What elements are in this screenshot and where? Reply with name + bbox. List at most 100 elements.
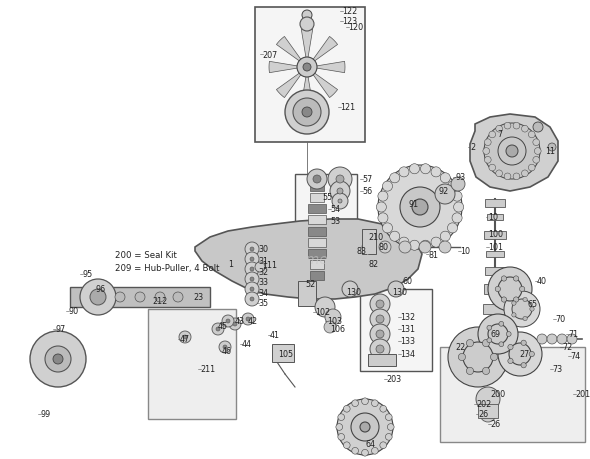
Circle shape (372, 448, 378, 454)
Text: 99: 99 (40, 409, 50, 419)
Circle shape (245, 282, 259, 297)
Text: 100: 100 (488, 230, 503, 239)
Circle shape (513, 174, 520, 180)
Circle shape (343, 406, 350, 412)
Bar (308, 227, 326, 236)
Text: 207: 207 (262, 50, 277, 59)
Circle shape (466, 340, 474, 347)
Text: 201: 201 (575, 390, 590, 398)
Bar (308, 216, 326, 225)
Bar (484, 285, 506, 294)
Circle shape (454, 202, 464, 213)
Circle shape (328, 168, 352, 191)
Circle shape (567, 334, 577, 344)
Bar (487, 214, 503, 220)
Text: 52: 52 (305, 280, 315, 289)
Circle shape (302, 108, 312, 118)
Text: 73: 73 (552, 365, 562, 374)
Circle shape (522, 171, 528, 177)
Circle shape (370, 309, 390, 329)
Circle shape (529, 352, 535, 357)
Bar (308, 249, 326, 258)
Bar (255, 8, 365, 143)
Text: 203: 203 (386, 375, 401, 384)
Circle shape (293, 99, 321, 127)
Circle shape (242, 313, 254, 325)
Text: 30: 30 (258, 245, 268, 254)
Circle shape (376, 315, 384, 323)
Circle shape (370, 325, 390, 344)
Circle shape (498, 332, 542, 376)
Text: 209 = Hub-Puller, 4 Bolt: 209 = Hub-Puller, 4 Bolt (115, 264, 219, 273)
Circle shape (307, 170, 327, 190)
Circle shape (504, 123, 511, 130)
Text: 106: 106 (330, 325, 345, 334)
Text: 130: 130 (392, 288, 407, 297)
Circle shape (351, 413, 379, 441)
Circle shape (388, 424, 394, 431)
Bar (148, 309, 236, 419)
Circle shape (80, 280, 116, 315)
Circle shape (362, 449, 368, 456)
Circle shape (548, 144, 556, 151)
Circle shape (435, 185, 455, 205)
Text: 103: 103 (327, 317, 342, 326)
Text: 32: 32 (258, 268, 268, 277)
Circle shape (212, 323, 224, 335)
Text: 54: 54 (330, 205, 340, 214)
Circle shape (483, 148, 490, 155)
Circle shape (303, 64, 311, 72)
Circle shape (250, 257, 254, 262)
Circle shape (431, 168, 441, 178)
Circle shape (380, 442, 386, 448)
Circle shape (223, 345, 227, 349)
Text: 10: 10 (460, 247, 470, 256)
Circle shape (338, 434, 345, 440)
Circle shape (245, 242, 259, 257)
Circle shape (447, 182, 458, 192)
Circle shape (499, 342, 504, 347)
Circle shape (362, 241, 374, 253)
Text: 93: 93 (455, 173, 465, 182)
Circle shape (488, 268, 532, 311)
Circle shape (399, 238, 409, 248)
Circle shape (337, 189, 343, 195)
Circle shape (135, 292, 145, 302)
Circle shape (495, 287, 500, 292)
Circle shape (300, 18, 314, 32)
Circle shape (360, 422, 370, 432)
Text: 102: 102 (315, 308, 330, 317)
Bar (70, 287, 210, 308)
Circle shape (478, 314, 518, 354)
Bar (308, 238, 326, 247)
Text: 70: 70 (555, 315, 565, 324)
Bar (272, 344, 294, 362)
Text: 1: 1 (228, 260, 233, 269)
Circle shape (530, 307, 534, 312)
Circle shape (389, 174, 400, 184)
Bar (485, 200, 505, 207)
Circle shape (512, 299, 532, 319)
Circle shape (521, 363, 526, 368)
Polygon shape (315, 62, 345, 73)
Text: 71: 71 (568, 330, 578, 339)
Circle shape (245, 292, 259, 306)
Text: 96: 96 (95, 285, 105, 294)
Circle shape (522, 126, 528, 133)
Bar (368, 354, 396, 366)
Bar (295, 174, 357, 280)
Circle shape (490, 353, 498, 361)
Circle shape (183, 335, 187, 339)
Circle shape (315, 297, 335, 317)
Circle shape (246, 317, 250, 321)
Text: 210: 210 (368, 233, 383, 242)
Circle shape (233, 322, 237, 326)
Text: 26: 26 (478, 409, 488, 419)
Bar (360, 289, 432, 371)
Text: 121: 121 (340, 103, 355, 112)
Circle shape (338, 200, 342, 203)
Text: 200 = Seal Kit: 200 = Seal Kit (115, 250, 177, 259)
Circle shape (487, 338, 491, 343)
Text: 31: 31 (258, 257, 268, 266)
Text: 35: 35 (258, 299, 268, 308)
